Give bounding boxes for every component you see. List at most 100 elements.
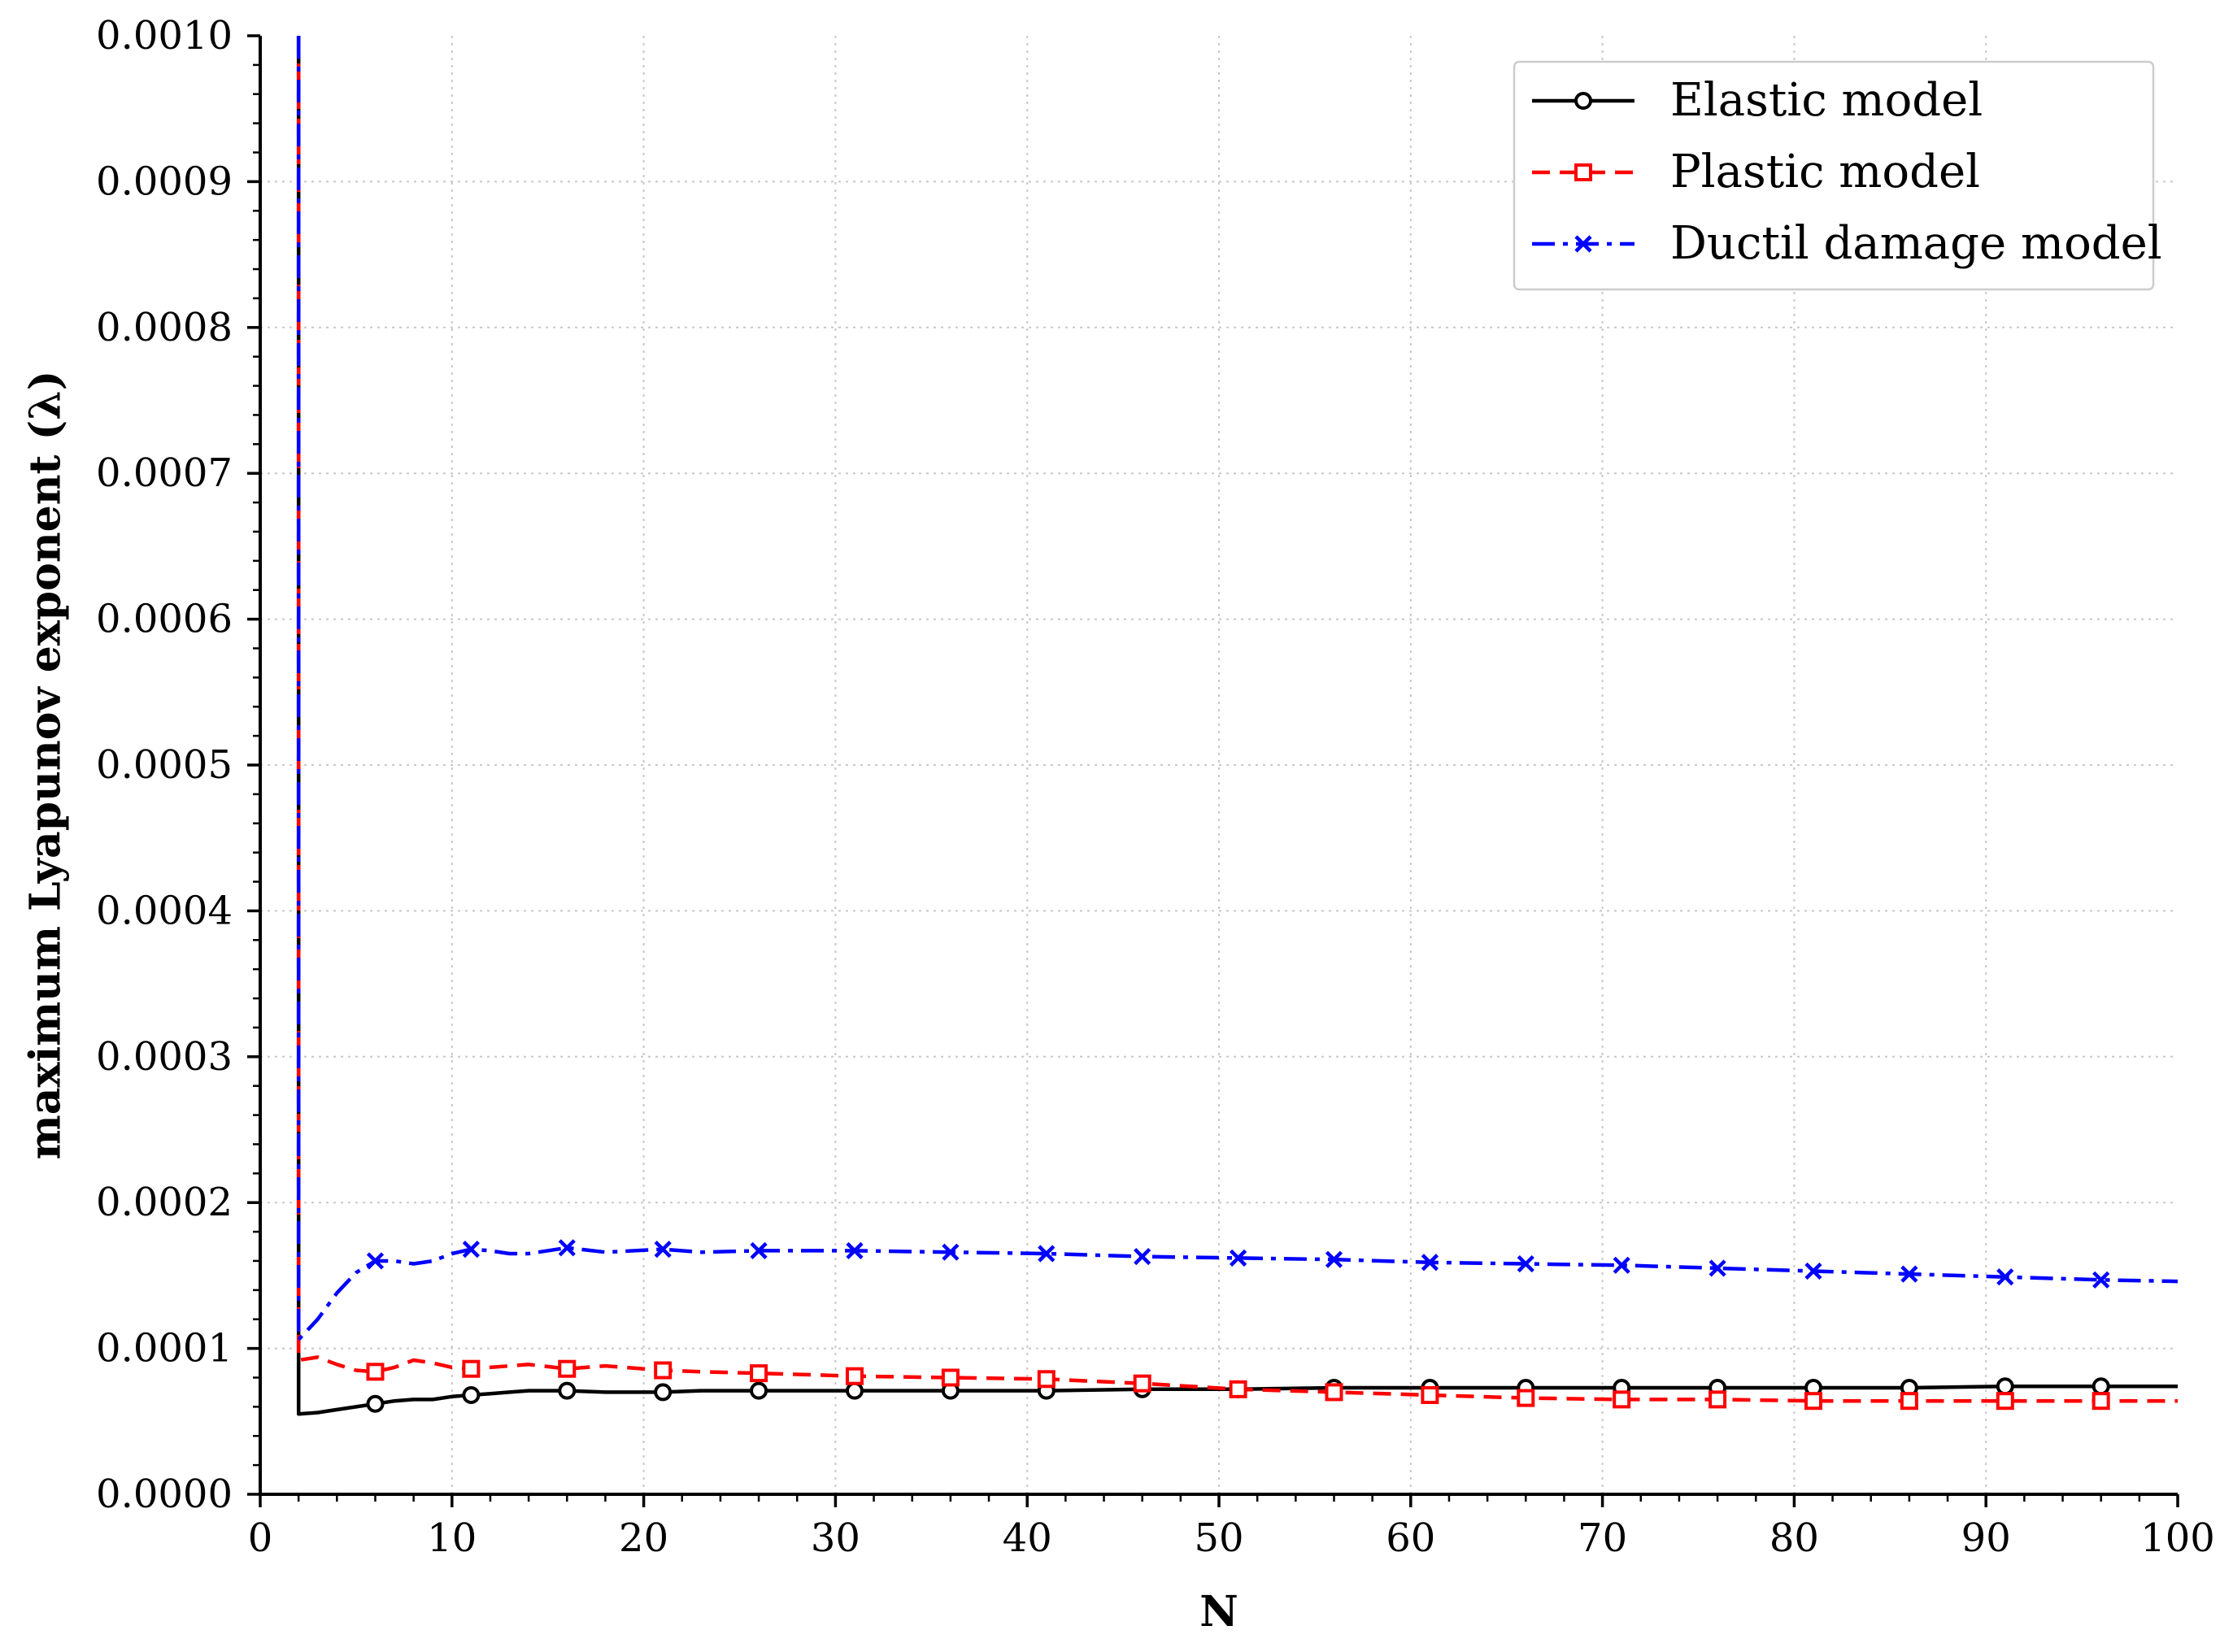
series-1-marker xyxy=(941,1368,960,1387)
x-tick-label: 60 xyxy=(1386,1515,1435,1561)
x-tick-label: 100 xyxy=(2140,1515,2215,1561)
series-1-marker xyxy=(366,1363,385,1381)
series-1-marker xyxy=(1229,1380,1247,1398)
series-2-marker-stroke-b xyxy=(2092,1271,2110,1289)
ticks: 0 10 20 30 40 50 60 70 80 90 100 0.0000 0.0001 0.0002… xyxy=(96,13,2215,1561)
series-0-marker xyxy=(462,1386,481,1405)
y-tick-label: 0.0000 xyxy=(96,1472,233,1517)
series-2-marker xyxy=(750,1241,768,1259)
y-tick-label: 0.0002 xyxy=(96,1180,233,1225)
series-2-marker xyxy=(1038,1245,1056,1263)
x-tick-label: 30 xyxy=(811,1515,860,1561)
series-1-marker xyxy=(558,1359,577,1378)
series-2-marker-stroke-b xyxy=(1804,1262,1822,1280)
series-1-marker xyxy=(2092,1392,2110,1411)
series-2-marker-stroke-b xyxy=(366,1252,385,1270)
legend-marker-0 xyxy=(1574,92,1592,110)
series-2-marker xyxy=(1229,1249,1247,1267)
series-1-marker xyxy=(1900,1392,1918,1411)
series-1-marker xyxy=(750,1364,768,1383)
series-2-marker-stroke-b xyxy=(1996,1268,2014,1286)
legend-label-0: Elastic model xyxy=(1670,74,1983,127)
series-2-marker xyxy=(1325,1250,1343,1268)
legend-marker-1 xyxy=(1574,163,1592,181)
x-tick-label: 50 xyxy=(1194,1515,1243,1561)
series-2-marker xyxy=(2092,1271,2110,1289)
series-0-marker xyxy=(654,1383,673,1402)
series-2-marker xyxy=(462,1241,480,1259)
series-1-marker xyxy=(462,1359,481,1378)
series-2-marker-stroke-b xyxy=(1517,1254,1534,1273)
series-2-marker-stroke-b xyxy=(462,1241,480,1259)
series-2-marker-stroke-b xyxy=(1134,1247,1151,1266)
x-tick-label: 10 xyxy=(427,1515,477,1561)
series-1-marker xyxy=(1325,1383,1343,1402)
series-2-marker xyxy=(558,1239,576,1257)
legend: Elastic model Plastic model Ductil damage … xyxy=(1513,60,2162,291)
series-2-marker xyxy=(366,1252,385,1270)
series-2-marker xyxy=(1804,1262,1822,1280)
x-tick-label: 20 xyxy=(619,1515,668,1561)
series-1-marker xyxy=(1133,1374,1151,1393)
series-1-marker xyxy=(1517,1389,1535,1407)
series-2-marker-stroke-b xyxy=(1709,1259,1726,1277)
series-1-marker xyxy=(654,1361,673,1380)
series-2-marker-stroke-b xyxy=(654,1241,672,1259)
series-1-marker xyxy=(845,1367,864,1385)
series-1-marker xyxy=(1037,1370,1056,1389)
series-2-marker-stroke-b xyxy=(750,1241,768,1259)
series-1-marker xyxy=(1996,1392,2014,1411)
y-tick-label: 0.0003 xyxy=(96,1034,233,1080)
series-line-2 xyxy=(296,36,2178,1342)
series-2-marker xyxy=(1613,1256,1630,1274)
x-tick-label: 70 xyxy=(1578,1515,1627,1561)
series-2-marker xyxy=(1996,1268,2014,1286)
legend-box xyxy=(1513,60,2155,291)
series-2-marker xyxy=(1709,1259,1726,1277)
x-tick-label: 40 xyxy=(1003,1515,1052,1561)
series-2-marker xyxy=(1134,1247,1151,1266)
series-2-marker-stroke-b xyxy=(1325,1250,1343,1268)
series-2-marker-stroke-b xyxy=(1038,1245,1056,1263)
legend-marker-2-stroke-b xyxy=(1574,235,1592,253)
series-2-marker-stroke-b xyxy=(1900,1265,1918,1283)
series-2-marker-stroke-b xyxy=(558,1239,576,1257)
series-1-marker xyxy=(1804,1392,1822,1411)
series-0-marker xyxy=(1996,1377,2014,1396)
series-2-marker xyxy=(1421,1254,1439,1272)
y-tick-label: 0.0010 xyxy=(96,13,233,59)
series-1-marker xyxy=(1709,1390,1727,1409)
grid-lines xyxy=(260,36,2178,1494)
series-2-marker xyxy=(942,1243,960,1261)
y-axis-title: maximum Lyapunov exponent (λ) xyxy=(21,371,71,1160)
y-tick-label: 0.0006 xyxy=(96,597,233,642)
legend-label-1: Plastic model xyxy=(1670,146,1980,198)
y-tick-label: 0.0008 xyxy=(96,305,233,350)
series-1-marker xyxy=(1421,1386,1439,1405)
plot-area xyxy=(296,36,2178,1416)
series-2-marker xyxy=(1900,1265,1918,1283)
series-0-marker xyxy=(750,1381,768,1400)
series-line-0 xyxy=(296,36,2178,1416)
x-tick-label: 90 xyxy=(1961,1515,2011,1561)
series-2-marker xyxy=(846,1241,864,1259)
series-2-marker xyxy=(654,1241,672,1259)
series-2-marker-stroke-b xyxy=(1229,1249,1247,1267)
y-tick-label: 0.0001 xyxy=(96,1326,233,1372)
y-tick-label: 0.0007 xyxy=(96,450,233,496)
legend-label-2: Ductil damage model xyxy=(1670,217,2162,270)
x-tick-label: 80 xyxy=(1769,1515,1819,1561)
y-tick-label: 0.0004 xyxy=(96,888,233,933)
series-0-marker xyxy=(558,1381,577,1400)
series-2-marker-stroke-b xyxy=(1421,1254,1439,1272)
series-2-marker xyxy=(1517,1254,1534,1273)
series-0-marker xyxy=(845,1381,864,1400)
series-1-marker xyxy=(1613,1390,1631,1409)
legend-marker-2 xyxy=(1574,235,1592,253)
series-2-marker-stroke-b xyxy=(1613,1256,1630,1274)
x-tick-label: 0 xyxy=(248,1515,273,1561)
y-tick-label: 0.0009 xyxy=(96,159,233,204)
series-0-marker xyxy=(366,1394,385,1413)
y-tick-label: 0.0005 xyxy=(96,742,233,788)
series-2-marker-stroke-b xyxy=(846,1241,864,1259)
